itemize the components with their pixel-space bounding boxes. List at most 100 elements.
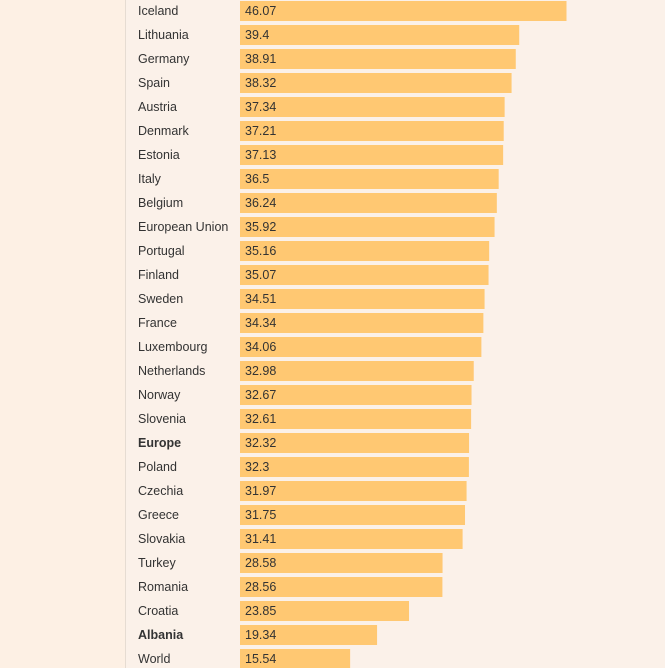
bar bbox=[240, 145, 504, 165]
bar-row-germany: Germany 38.91 bbox=[138, 49, 516, 69]
bar bbox=[240, 505, 466, 525]
bar-row-greece: Greece 31.75 bbox=[138, 505, 466, 525]
bar bbox=[240, 313, 484, 333]
category-label: Denmark bbox=[138, 124, 189, 138]
value-label: 23.85 bbox=[245, 604, 276, 618]
value-label: 31.75 bbox=[245, 508, 276, 522]
value-label: 37.21 bbox=[245, 124, 276, 138]
bar bbox=[240, 193, 497, 213]
value-label: 28.58 bbox=[245, 556, 276, 570]
category-label: Sweden bbox=[138, 292, 183, 306]
bar-row-europe: Europe 32.32 bbox=[138, 433, 470, 453]
bar bbox=[240, 1, 567, 21]
bar-row-france: France 34.34 bbox=[138, 313, 484, 333]
bar-row-norway: Norway 32.67 bbox=[138, 385, 472, 405]
bar-row-portugal: Portugal 35.16 bbox=[138, 241, 490, 261]
category-label: Greece bbox=[138, 508, 179, 522]
bar-row-poland: Poland 32.3 bbox=[138, 457, 469, 477]
value-label: 19.34 bbox=[245, 628, 276, 642]
category-label: Luxembourg bbox=[138, 340, 208, 354]
bar-row-croatia: Croatia 23.85 bbox=[138, 601, 410, 621]
bar bbox=[240, 481, 467, 501]
value-label: 37.13 bbox=[245, 148, 276, 162]
bar-row-finland: Finland 35.07 bbox=[138, 265, 489, 285]
value-label: 32.61 bbox=[245, 412, 276, 426]
category-label: Netherlands bbox=[138, 364, 205, 378]
bar-row-slovakia: Slovakia 31.41 bbox=[138, 529, 463, 549]
value-label: 15.54 bbox=[245, 652, 276, 666]
category-label: Czechia bbox=[138, 484, 183, 498]
bar-row-italy: Italy 36.5 bbox=[138, 169, 499, 189]
value-label: 39.4 bbox=[245, 28, 269, 42]
value-label: 35.16 bbox=[245, 244, 276, 258]
category-label: Europe bbox=[138, 436, 181, 450]
bar-row-belgium: Belgium 36.24 bbox=[138, 193, 497, 213]
category-label: France bbox=[138, 316, 177, 330]
value-label: 31.41 bbox=[245, 532, 276, 546]
category-label: Romania bbox=[138, 580, 188, 594]
value-label: 32.98 bbox=[245, 364, 276, 378]
value-label: 38.32 bbox=[245, 76, 276, 90]
bar-row-world: World 15.54 bbox=[138, 649, 351, 668]
bar-row-netherlands: Netherlands 32.98 bbox=[138, 361, 474, 381]
bar bbox=[240, 457, 469, 477]
bar bbox=[240, 217, 495, 237]
category-label: Iceland bbox=[138, 4, 178, 18]
bar-row-denmark: Denmark 37.21 bbox=[138, 121, 504, 141]
bar-row-romania: Romania 28.56 bbox=[138, 577, 443, 597]
bar bbox=[240, 385, 472, 405]
category-label: Slovenia bbox=[138, 412, 186, 426]
bar bbox=[240, 601, 410, 621]
bar-row-czechia: Czechia 31.97 bbox=[138, 481, 467, 501]
category-label: Poland bbox=[138, 460, 177, 474]
category-label: Austria bbox=[138, 100, 177, 114]
category-label: Finland bbox=[138, 268, 179, 282]
bar-row-albania: Albania 19.34 bbox=[138, 625, 378, 645]
category-label: Albania bbox=[138, 628, 184, 642]
value-label: 36.5 bbox=[245, 172, 269, 186]
bar-row-austria: Austria 37.34 bbox=[138, 97, 505, 117]
bar bbox=[240, 649, 351, 668]
bar bbox=[240, 25, 520, 45]
value-label: 31.97 bbox=[245, 484, 276, 498]
bar-rows: Iceland 46.07 Lithuania 39.4 Germany 38.91 Spa… bbox=[138, 1, 567, 668]
value-label: 34.34 bbox=[245, 316, 276, 330]
bar bbox=[240, 361, 474, 381]
value-label: 38.91 bbox=[245, 52, 276, 66]
category-label: Croatia bbox=[138, 604, 178, 618]
bar bbox=[240, 73, 512, 93]
bar-row-sweden: Sweden 34.51 bbox=[138, 289, 485, 309]
category-label: Lithuania bbox=[138, 28, 189, 42]
bar bbox=[240, 97, 505, 117]
category-label: Italy bbox=[138, 172, 162, 186]
value-label: 32.3 bbox=[245, 460, 269, 474]
value-label: 36.24 bbox=[245, 196, 276, 210]
category-label: Turkey bbox=[138, 556, 176, 570]
category-label: Portugal bbox=[138, 244, 185, 258]
bar-row-luxembourg: Luxembourg 34.06 bbox=[138, 337, 482, 357]
category-label: Belgium bbox=[138, 196, 183, 210]
bar bbox=[240, 409, 472, 429]
bar-row-european-union: European Union 35.92 bbox=[138, 217, 495, 237]
category-label: Estonia bbox=[138, 148, 180, 162]
bar-row-lithuania: Lithuania 39.4 bbox=[138, 25, 520, 45]
bar bbox=[240, 433, 470, 453]
value-label: 46.07 bbox=[245, 4, 276, 18]
value-label: 34.06 bbox=[245, 340, 276, 354]
bar bbox=[240, 121, 504, 141]
bar-row-spain: Spain 38.32 bbox=[138, 73, 512, 93]
category-label: World bbox=[138, 652, 170, 666]
value-label: 32.32 bbox=[245, 436, 276, 450]
bar bbox=[240, 289, 485, 309]
bar bbox=[240, 241, 490, 261]
bar bbox=[240, 553, 443, 573]
bar bbox=[240, 265, 489, 285]
bar bbox=[240, 49, 516, 69]
value-label: 32.67 bbox=[245, 388, 276, 402]
bar-row-turkey: Turkey 28.58 bbox=[138, 553, 443, 573]
value-label: 35.07 bbox=[245, 268, 276, 282]
bar bbox=[240, 577, 443, 597]
value-label: 37.34 bbox=[245, 100, 276, 114]
bar-row-slovenia: Slovenia 32.61 bbox=[138, 409, 472, 429]
